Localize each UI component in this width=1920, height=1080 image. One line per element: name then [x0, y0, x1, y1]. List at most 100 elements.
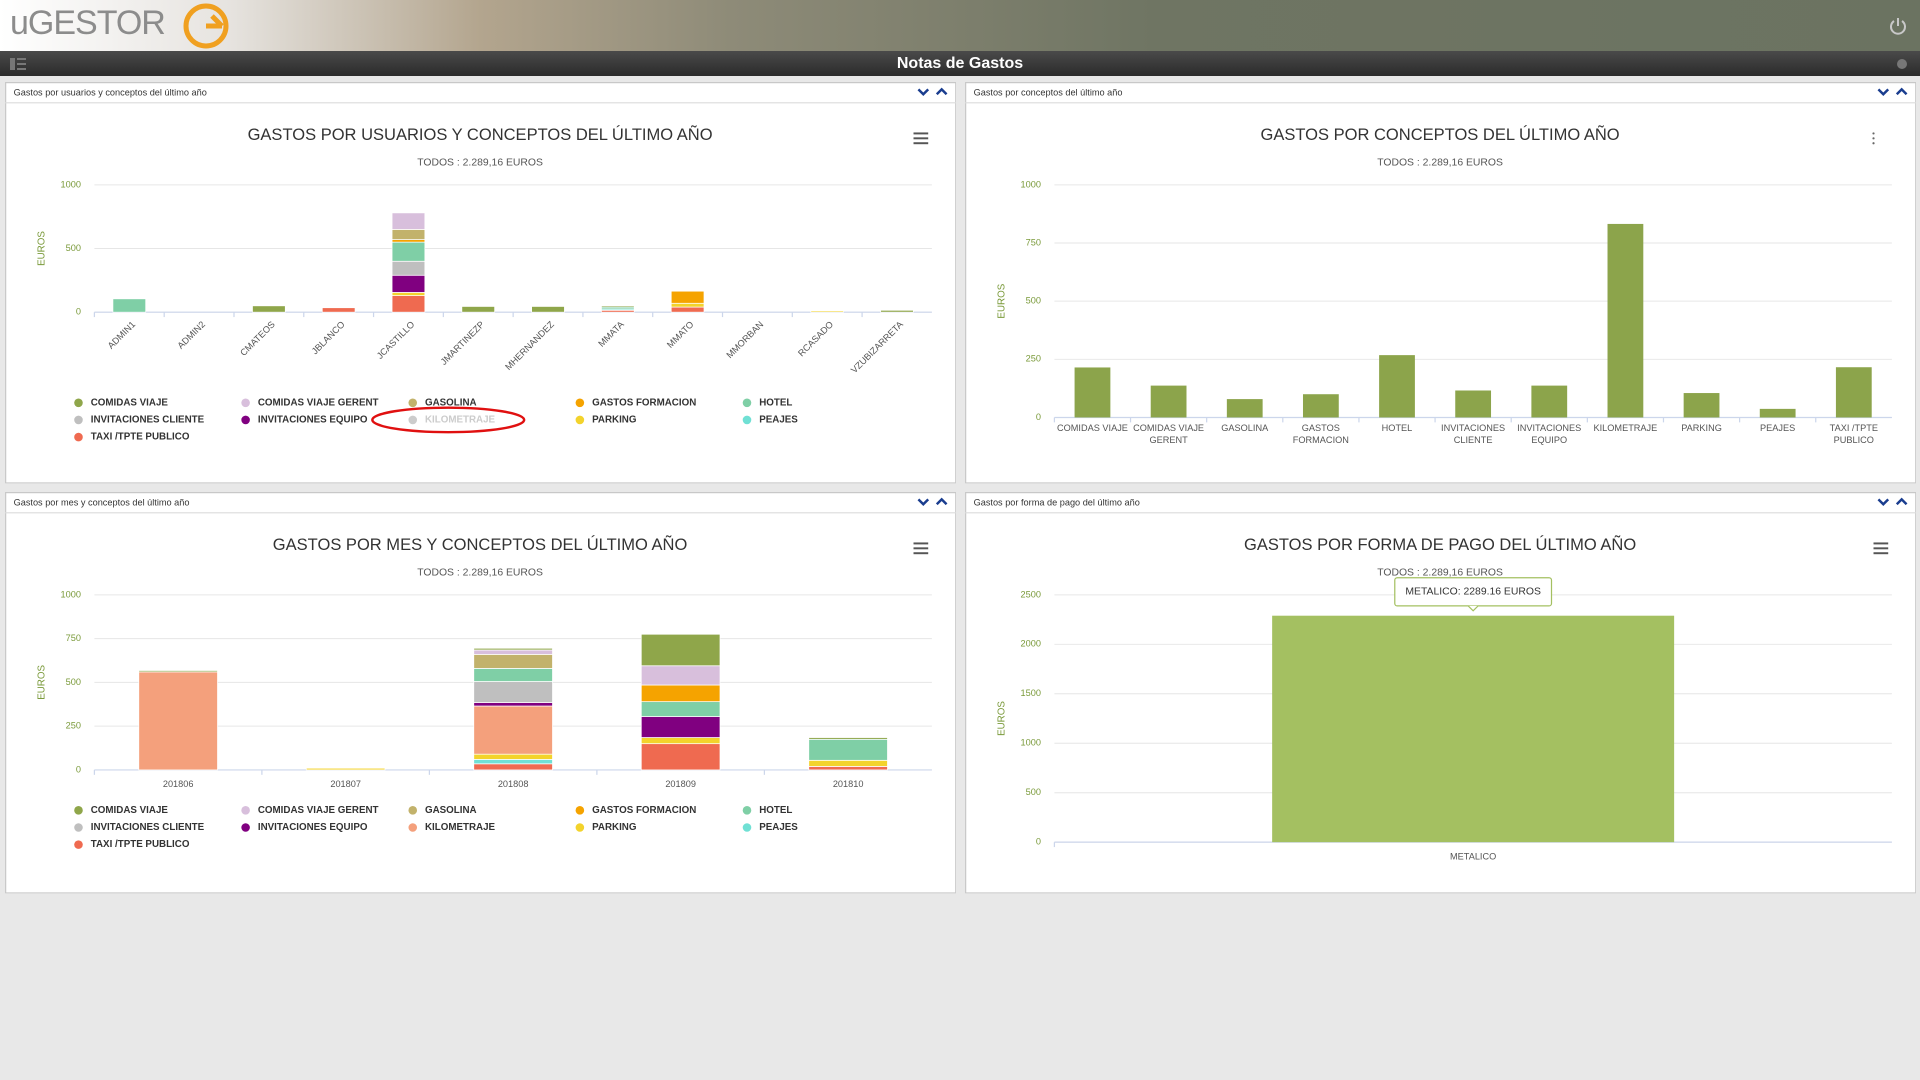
chart-menu[interactable] [913, 137, 929, 140]
collapse-button[interactable] [1877, 498, 1890, 507]
x-tick-label-box: COMIDAS VIAJE [1057, 422, 1128, 433]
y-tick-label: 0 [1036, 412, 1041, 422]
y-tick-label: 500 [66, 677, 81, 687]
chart-menu[interactable] [913, 547, 929, 550]
legend-marker[interactable] [74, 806, 83, 815]
legend-label[interactable]: COMIDAS VIAJE GERENT [258, 397, 379, 408]
legend-label[interactable]: COMIDAS VIAJE [91, 397, 169, 408]
settings-icon[interactable] [1892, 54, 1912, 74]
legend-marker[interactable] [742, 823, 752, 833]
expand-button[interactable] [935, 497, 948, 506]
bar-segment [640, 737, 721, 745]
legend-marker[interactable] [74, 823, 83, 833]
x-tick-label: KILOMETRAJE [1593, 422, 1658, 434]
legend-marker[interactable] [575, 823, 585, 833]
legend-marker[interactable] [742, 415, 752, 425]
chart-menu[interactable] [1872, 132, 1875, 135]
expand-button[interactable] [935, 87, 948, 96]
legend-marker[interactable] [575, 415, 585, 425]
bar-segment [391, 239, 426, 243]
y-tick-label: 1000 [60, 179, 80, 189]
legend-label[interactable]: INVITACIONES EQUIPO [258, 822, 368, 833]
collapse-button[interactable] [917, 498, 929, 507]
legend-label[interactable]: INVITACIONES CLIENTE [91, 822, 205, 833]
y-tick-label: 0 [76, 307, 81, 317]
legend-marker[interactable] [241, 806, 250, 815]
legend-label[interactable]: GASTOS FORMACION [592, 805, 696, 816]
power-button[interactable] [1888, 16, 1908, 36]
logo: uGESTOR [10, 4, 166, 42]
legend-marker[interactable] [742, 398, 752, 408]
bar-segment [391, 274, 426, 293]
legend-marker[interactable] [575, 806, 585, 815]
bar-segment [391, 229, 426, 240]
legend-marker[interactable] [408, 415, 417, 425]
bar [1759, 408, 1796, 418]
chart-menu[interactable] [913, 142, 929, 145]
bar-segment [670, 306, 705, 313]
legend-label[interactable]: HOTEL [759, 397, 792, 408]
legend-marker[interactable] [408, 398, 417, 408]
y-axis-label: EUROS [996, 701, 1007, 736]
legend-label[interactable]: KILOMETRAJE [425, 822, 496, 833]
legend-marker[interactable] [74, 840, 83, 850]
panel-title: Gastos por forma de pago del último año [974, 498, 1140, 508]
legend-label[interactable]: HOTEL [759, 805, 792, 816]
legend-label[interactable]: GASOLINA [425, 805, 477, 816]
legend-marker[interactable] [408, 823, 417, 833]
expand-button[interactable] [1895, 497, 1908, 506]
panel-border [965, 82, 1917, 484]
x-tick-label: COMIDAS VIAJE GERENT [1133, 422, 1205, 446]
legend-label[interactable]: PARKING [592, 822, 636, 833]
chart-subtitle: TODOS : 2.289,16 EUROS [417, 568, 543, 579]
x-tick-label: PARKING [1681, 422, 1722, 434]
legend-marker[interactable] [241, 823, 250, 833]
legend-label[interactable]: KILOMETRAJE [425, 415, 496, 426]
x-tick-label: MHERNANDEZ [503, 319, 556, 372]
legend-label[interactable]: TAXI /TPTE PUBLICO [91, 840, 190, 851]
chart-menu[interactable] [913, 552, 929, 555]
legend-marker[interactable] [742, 806, 752, 815]
legend-label[interactable]: GASOLINA [425, 397, 477, 408]
legend-marker[interactable] [74, 415, 83, 425]
x-tick-label-box: INVITACIONES EQUIPO [1517, 422, 1582, 446]
y-tick-label: 500 [1026, 787, 1041, 797]
bar-segment [391, 241, 426, 262]
legend-label[interactable]: GASTOS FORMACION [592, 397, 696, 408]
bar-segment [640, 716, 721, 739]
legend-marker[interactable] [241, 415, 250, 425]
legend-marker[interactable] [575, 398, 585, 408]
bar-segment [640, 743, 721, 771]
legend-label[interactable]: COMIDAS VIAJE GERENT [258, 805, 379, 816]
chart-menu[interactable] [1873, 552, 1889, 555]
legend-label[interactable]: PEAJES [759, 822, 798, 833]
bar-segment [138, 670, 218, 673]
collapse-button[interactable] [917, 88, 929, 96]
chart-menu[interactable] [1872, 137, 1875, 140]
chart-title: GASTOS POR MES Y CONCEPTOS DEL ÚLTIMO AÑ… [273, 536, 688, 555]
y-tick-label: 0 [1036, 837, 1041, 847]
x-tick-label: GASOLINA [1221, 422, 1269, 434]
chart-menu[interactable] [913, 542, 929, 545]
legend-marker[interactable] [241, 398, 250, 408]
bar-segment [473, 702, 553, 707]
legend-marker[interactable] [74, 432, 83, 442]
legend-label[interactable]: PARKING [592, 415, 636, 426]
title-bar: Notas de Gastos [0, 51, 1920, 76]
collapse-button[interactable] [1877, 88, 1890, 96]
bar-segment [473, 754, 553, 761]
menu-toggle[interactable] [8, 54, 28, 74]
legend-label[interactable]: INVITACIONES CLIENTE [91, 415, 205, 426]
chart-menu[interactable] [1873, 542, 1889, 545]
legend-marker[interactable] [408, 806, 417, 815]
legend-label[interactable]: PEAJES [759, 415, 798, 426]
x-tick-label: INVITACIONES EQUIPO [1517, 422, 1582, 446]
legend-label[interactable]: COMIDAS VIAJE [91, 805, 169, 816]
legend-label[interactable]: INVITACIONES EQUIPO [258, 415, 368, 426]
chart-menu[interactable] [913, 132, 929, 135]
chart-menu[interactable] [1873, 547, 1889, 550]
expand-button[interactable] [1895, 87, 1908, 96]
legend-label[interactable]: TAXI /TPTE PUBLICO [91, 432, 190, 443]
chart-menu[interactable] [1872, 142, 1875, 145]
legend-marker[interactable] [74, 398, 83, 408]
